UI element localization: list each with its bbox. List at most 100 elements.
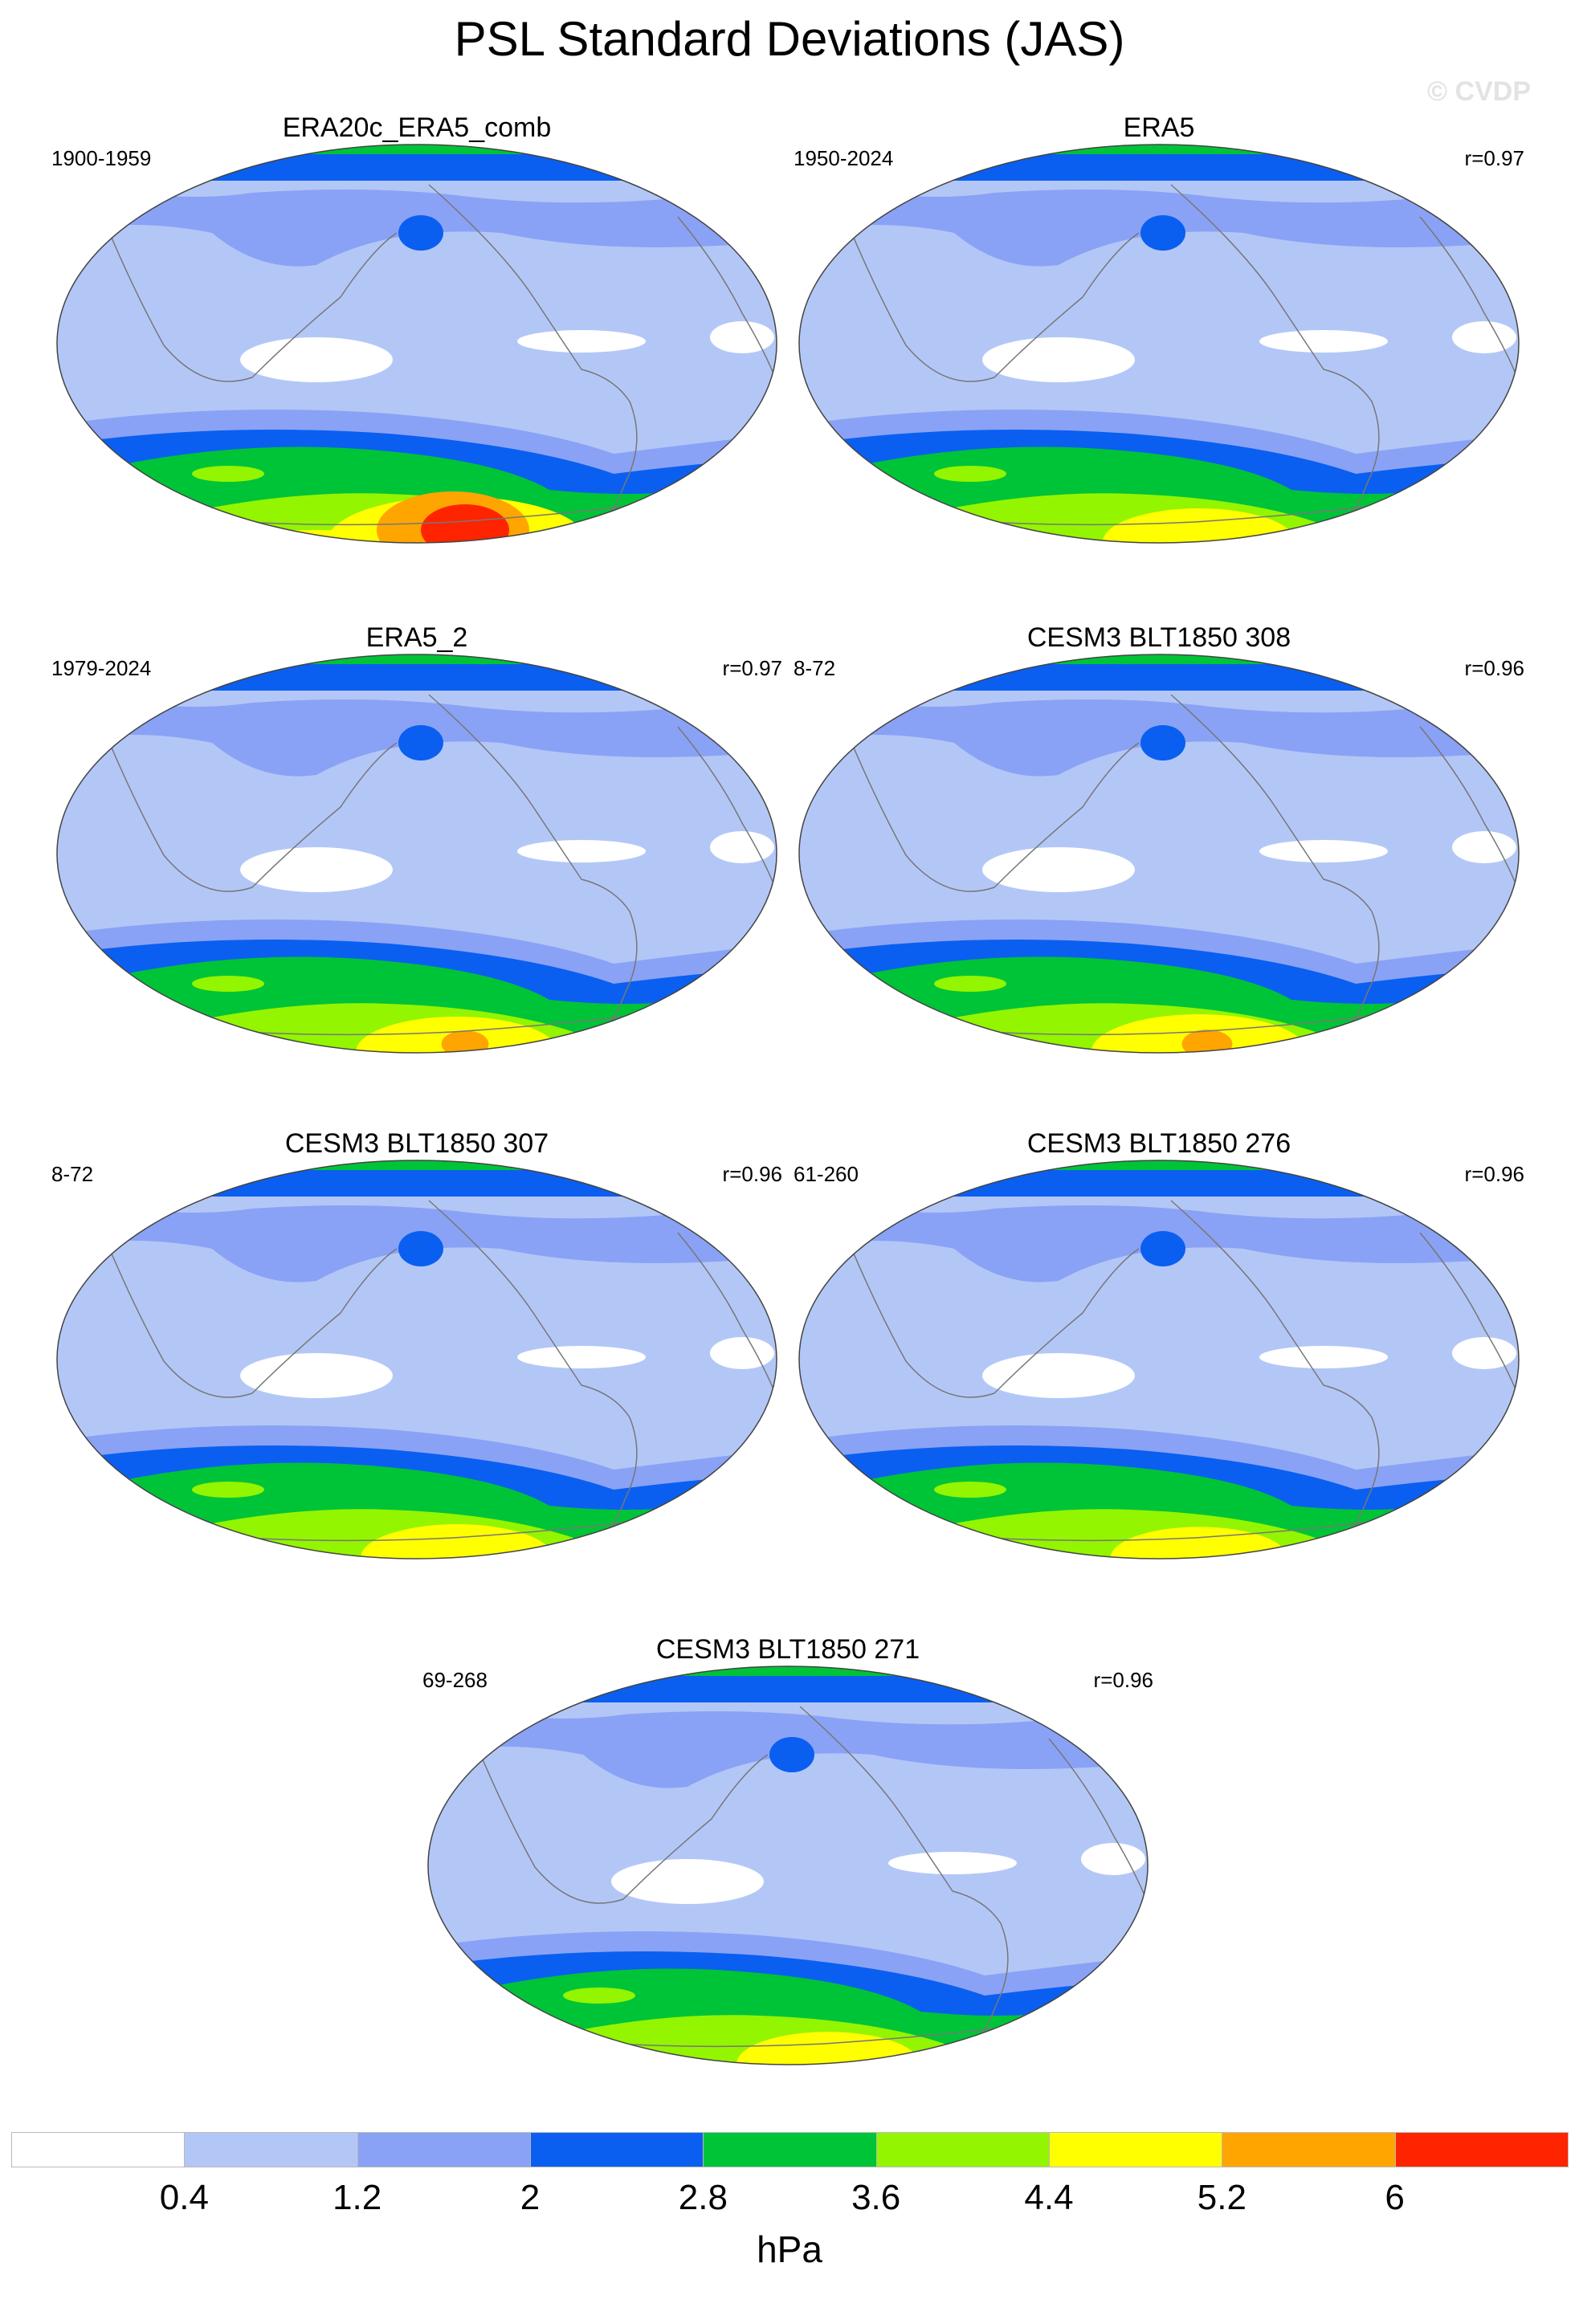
field-blob [1452,321,1516,353]
field-blob [1259,330,1388,353]
field-band [252,1160,590,1170]
field-blob [920,1064,1117,1096]
coastline [1170,694,1380,1037]
map-field [799,145,1519,543]
field-band [428,1666,1148,1702]
field-blob [1081,1843,1145,1875]
field-blob [1259,840,1388,862]
field-blob [1181,1029,1233,1053]
field-band [994,654,1332,664]
field-blob [240,1353,393,1398]
panel-title: CESM3 BLT1850 271 [655,1634,920,1665]
map-outline [798,1160,1520,1560]
panel-period: 8-72 [51,1162,94,1186]
panel-period: 1979-2024 [51,656,152,680]
map-panel: ERA20c_ERA5_comb 1900-1959 [51,112,782,594]
field-band [57,1160,777,1197]
map-outline [56,1160,777,1560]
map-field [799,654,1519,1096]
field-blob [324,561,357,580]
field-blob [710,1337,774,1369]
field-band [180,1509,573,1559]
map-field [428,1666,1148,2065]
colorbar-tick-label: 6 [1385,2178,1405,2217]
coastline [428,694,638,1037]
map-field [57,145,777,580]
field-blob [192,976,264,992]
field-blob [398,215,443,251]
field-band [994,145,1332,154]
coastline [428,1200,638,1543]
coastline [677,1232,777,1402]
field-band [922,1003,1316,1053]
panel-correlation: r=0.97 [1464,146,1524,170]
colorbar-tick-label: 2 [520,2178,541,2217]
colorbar-tick-label: 3.6 [851,2178,901,2217]
field-band [799,654,1519,691]
colorbar-unit-label: hPa [757,2228,822,2270]
colorbar [11,2132,1569,2169]
field-band [922,1509,1316,1559]
coastline [1419,216,1519,386]
panel-period: 1900-1959 [51,146,152,170]
map-plot [427,1666,1149,2065]
map-panel: ERA5 1950-2024 r=0.97 [794,112,1524,594]
field-blob [1140,725,1185,760]
map-outline [427,1666,1149,2065]
coastline [83,678,398,892]
panel-period: 61-260 [794,1162,859,1186]
field-band [994,1160,1332,1170]
colorbar-tick-label: 4.4 [1024,2178,1074,2217]
field-blob [982,1353,1135,1398]
map-outline [56,144,777,544]
field-blob [437,1532,501,1559]
map-field [57,1160,777,1559]
map-field [799,1160,1519,1559]
field-blob [611,1859,764,1904]
field-band [252,145,590,154]
coastline [83,168,398,382]
map-panel: CESM3 BLT1850 308 8-72 r=0.96 [794,622,1524,1104]
map-plot [56,654,777,1054]
colorbar-swatch [875,2132,1050,2167]
field-blob [517,330,646,353]
field-blob [1452,1337,1516,1369]
field-blob [982,847,1135,892]
field-blob [934,466,1006,482]
field-band [180,1003,573,1053]
field-blob [563,1988,635,2004]
coastline [1170,1200,1380,1543]
field-blob [1140,215,1185,251]
coastline [428,184,638,527]
colorbar-swatch [1394,2132,1569,2167]
field-blob [192,466,264,482]
coastline [1048,1738,1148,1908]
field-blob [1452,831,1516,863]
field-blob [240,847,393,892]
colorbar-swatch [184,2132,358,2167]
map-outline [798,144,1520,544]
coastline [83,1184,398,1398]
coastline [1419,1232,1519,1402]
coastline [454,1690,769,1904]
panel-correlation: r=0.96 [1093,1668,1153,1692]
field-blob [710,831,774,863]
field-blob [240,337,393,382]
map-panel: CESM3 BLT1850 276 61-260 r=0.96 [794,1128,1524,1610]
field-blob [441,1030,489,1053]
map-panel: CESM3 BLT1850 307 8-72 r=0.96 [51,1128,782,1610]
colorbar-swatch [11,2132,186,2167]
field-blob [1140,1231,1185,1266]
colorbar-swatch [530,2132,704,2167]
panel-correlation: r=0.97 [722,656,782,680]
panel-title: ERA5_2 [365,622,468,653]
coastline [825,1184,1140,1398]
field-band [799,1160,1519,1197]
field-band [252,654,590,664]
colorbar-tick-label: 5.2 [1197,2178,1246,2217]
field-blob [517,840,646,862]
field-blob [1259,1346,1388,1368]
colorbar-tick-label: 1.2 [333,2178,382,2217]
field-band [799,145,1519,181]
map-outline [798,654,1520,1054]
